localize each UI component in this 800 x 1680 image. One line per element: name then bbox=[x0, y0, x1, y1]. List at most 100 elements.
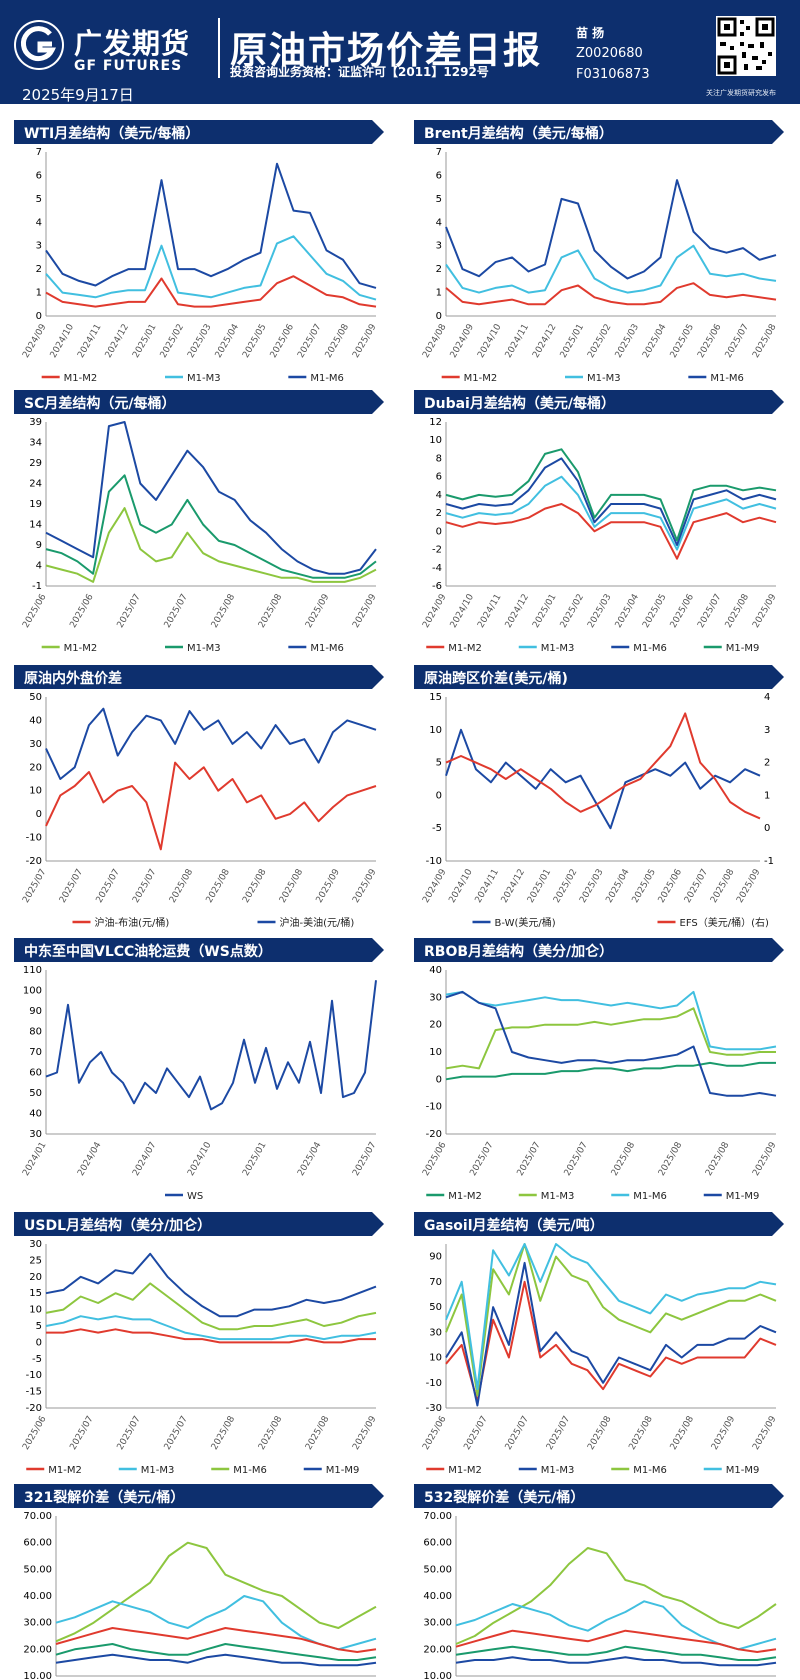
y-tick-label: 20 bbox=[29, 762, 42, 773]
y-tick-label: -10 bbox=[426, 856, 442, 867]
x-tick-label: 2025/09 bbox=[351, 592, 378, 630]
series-line bbox=[445, 990, 777, 1051]
x-tick-label: 2025/04 bbox=[214, 322, 241, 360]
y-tick-label: 4 bbox=[36, 561, 42, 572]
y-tick-label: 30.00 bbox=[423, 1618, 452, 1629]
y-tick-label: 0 bbox=[436, 1074, 442, 1085]
y-tick-label: 110 bbox=[23, 965, 42, 976]
series-line bbox=[445, 1061, 776, 1081]
y-tick-label: 50 bbox=[29, 692, 42, 703]
x-tick-label: 2025/07 bbox=[351, 1141, 378, 1178]
y-tick-label: 30 bbox=[429, 1327, 442, 1338]
y-tick-label: 5 bbox=[436, 194, 442, 205]
y-tick-label: 0 bbox=[436, 311, 442, 322]
chart-title-text: 原油内外盘价差 bbox=[24, 671, 122, 687]
chart-title-text: Gasoil月差结构（美元/吨） bbox=[424, 1218, 604, 1234]
x-tick-label: 2025/02 bbox=[559, 593, 586, 630]
x-tick-label: 2025/07 bbox=[516, 1141, 543, 1178]
analyst-license-2: F03106873 bbox=[576, 67, 650, 82]
chart-title-inout: 原油内外盘价差 bbox=[14, 665, 384, 689]
y-tick-label: 50.00 bbox=[23, 1564, 52, 1575]
y-tick-label: 10 bbox=[29, 786, 42, 797]
chart-panel-crack532: 532裂解价差（美元/桶） 10.00 20.00 30.00 40.00 50.00 60… bbox=[414, 1484, 784, 1680]
y-tick-label: 39 bbox=[29, 417, 42, 428]
y-tick-label: -15 bbox=[26, 1387, 42, 1398]
analyst-license-1: Z0020680 bbox=[576, 46, 643, 61]
y2-tick-label: 0 bbox=[764, 823, 770, 834]
y-tick-label: 15 bbox=[29, 1288, 42, 1299]
x-tick-label: 2025/06 bbox=[696, 322, 723, 360]
y-tick-label: 30 bbox=[29, 1239, 42, 1250]
x-tick-label: 2025/07 bbox=[131, 868, 158, 905]
y-tick-label: -10 bbox=[26, 833, 42, 844]
y-tick-label: 40 bbox=[429, 965, 442, 976]
legend-label: 沪油-美油(元/桶) bbox=[280, 916, 355, 929]
x-tick-label: 2025/08 bbox=[278, 867, 305, 905]
series-line bbox=[45, 1282, 377, 1331]
x-tick-label: 2024/10 bbox=[186, 1140, 213, 1178]
series-line bbox=[45, 1252, 377, 1318]
y-tick-label: -1 bbox=[32, 581, 42, 592]
y-tick-label: -10 bbox=[426, 1378, 442, 1389]
legend-label: B-W(美元/桶) bbox=[495, 916, 556, 929]
y-tick-label: 20.00 bbox=[423, 1644, 452, 1655]
chart-title-text: 321裂解价差（美元/桶） bbox=[24, 1490, 185, 1506]
series-line bbox=[45, 707, 377, 780]
report-title: 原油市场价差日报 bbox=[230, 29, 542, 72]
x-tick-label: 2025/08 bbox=[205, 867, 232, 905]
y-tick-label: 0 bbox=[36, 809, 42, 820]
report-header: 广发期货 GF FUTURES 原油市场价差日报 投资咨询业务资格：证监许可【2… bbox=[0, 0, 800, 104]
chart-brent: 0 1 2 3 4 5 6 7 2024/08 2024/09 2024/10 2024/11 2024… bbox=[421, 147, 778, 384]
y-tick-label: 70 bbox=[429, 1277, 442, 1288]
series-line bbox=[45, 275, 377, 308]
x-tick-label: 2025/08 bbox=[751, 322, 778, 360]
y-tick-label: -5 bbox=[32, 1354, 42, 1365]
x-tick-label: 2024/12 bbox=[500, 868, 527, 905]
legend-label: M1-M3 bbox=[587, 373, 621, 384]
y-tick-label: 8 bbox=[436, 453, 442, 464]
y-tick-label: 3 bbox=[36, 241, 42, 252]
legend-label: M1-M2 bbox=[448, 643, 482, 654]
legend-label: M1-M6 bbox=[310, 643, 344, 654]
legend-label: M1-M6 bbox=[233, 1465, 267, 1476]
y-tick-label: 12 bbox=[429, 417, 442, 428]
chart-title-text: 原油跨区价差(美元/桶) bbox=[424, 671, 568, 687]
x-tick-label: 2025/09 bbox=[304, 592, 331, 630]
y-tick-label: 4 bbox=[36, 217, 42, 228]
chart-title-rbob: RBOB月差结构（美分/加仑） bbox=[414, 938, 784, 962]
series-line bbox=[445, 282, 777, 306]
x-tick-label: 2025/09 bbox=[351, 1414, 378, 1452]
series-line bbox=[445, 448, 777, 542]
report-date: 2025年9月17日 bbox=[22, 86, 134, 104]
chart-panel-dubai: Dubai月差结构（美元/每桶） -6 -4 -2 0 2 4 6 8 10 12 2024/09 20… bbox=[414, 390, 784, 660]
legend-label: M1-M9 bbox=[326, 1465, 360, 1476]
y-tick-label: 30 bbox=[29, 739, 42, 750]
series-line bbox=[455, 1656, 777, 1667]
x-tick-label: 2024/07 bbox=[131, 1141, 158, 1178]
x-tick-label: 2025/07 bbox=[545, 1415, 572, 1452]
y-tick-label: 1 bbox=[36, 288, 42, 299]
y-tick-label: 14 bbox=[29, 520, 42, 531]
y-tick-label: 40 bbox=[29, 1109, 42, 1120]
x-tick-label: 2025/09 bbox=[751, 1140, 778, 1178]
y-tick-label: 70.00 bbox=[423, 1511, 452, 1522]
series-line bbox=[445, 1261, 777, 1407]
y-tick-label: 19 bbox=[29, 499, 42, 510]
chart-panel-rbob: RBOB月差结构（美分/加仑） -20 -10 0 10 20 30 40 2025/06 202… bbox=[414, 938, 784, 1208]
x-tick-label: 2025/07 bbox=[116, 593, 143, 630]
y2-tick-label: -1 bbox=[764, 856, 774, 867]
x-tick-label: 2025/06 bbox=[669, 592, 696, 630]
x-tick-label: 2024/11 bbox=[476, 593, 503, 630]
chart-title-cross: 原油跨区价差(美元/桶) bbox=[414, 665, 784, 689]
series-line bbox=[445, 1243, 777, 1391]
divider bbox=[218, 18, 220, 78]
x-tick-label: 2025/06 bbox=[421, 1414, 448, 1452]
x-tick-label: 2025/07 bbox=[468, 1141, 495, 1178]
y2-tick-label: 3 bbox=[764, 725, 770, 736]
chart-title-vlcc: 中东至中国VLCC油轮运费（WS点数） bbox=[14, 938, 384, 962]
series-line bbox=[445, 503, 777, 560]
x-tick-label: 2025/08 bbox=[168, 867, 195, 905]
y-tick-label: -6 bbox=[432, 581, 442, 592]
series-line bbox=[445, 179, 777, 280]
series-line bbox=[55, 1627, 377, 1653]
